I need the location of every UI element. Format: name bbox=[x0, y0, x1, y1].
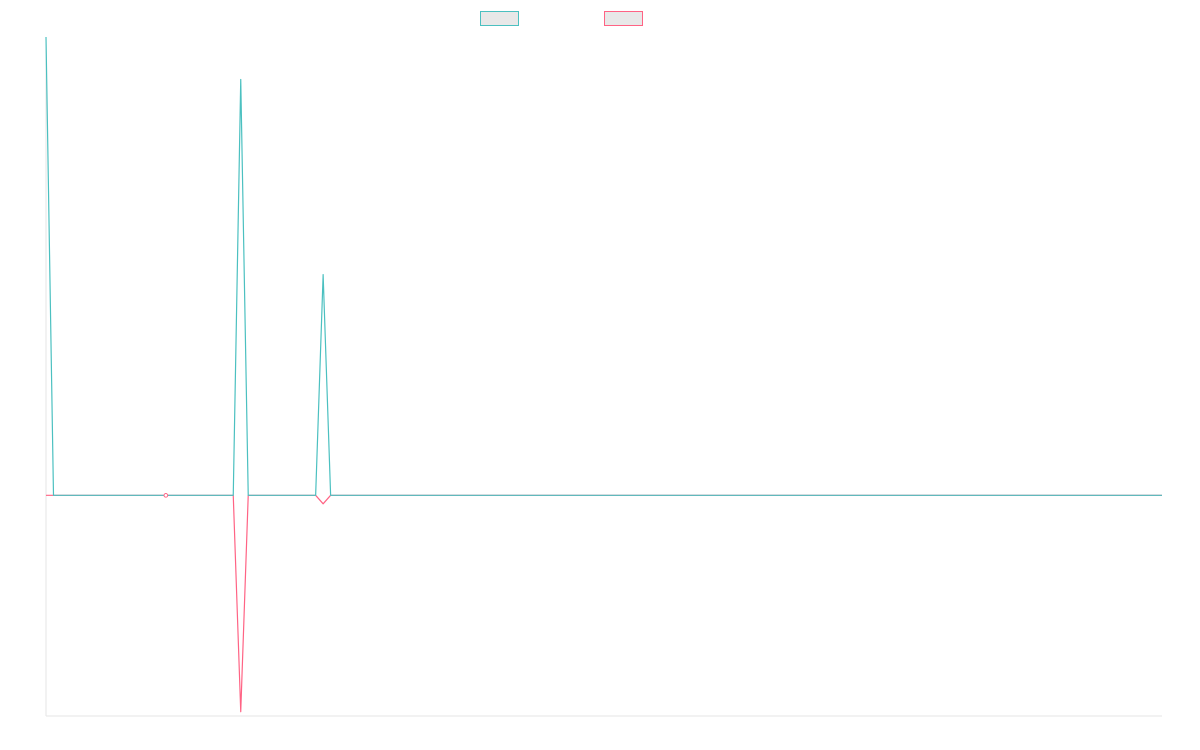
legend-item-series-2[interactable] bbox=[604, 9, 649, 27]
series-line-1 bbox=[45, 36, 1162, 496]
legend-item-series-1[interactable] bbox=[480, 9, 525, 27]
series-line-2 bbox=[46, 494, 1162, 713]
data-point-marker-1 bbox=[163, 493, 169, 498]
legend-swatch-series-2 bbox=[604, 10, 643, 26]
legend-swatch-series-1 bbox=[480, 10, 519, 26]
legend bbox=[0, 9, 1200, 27]
